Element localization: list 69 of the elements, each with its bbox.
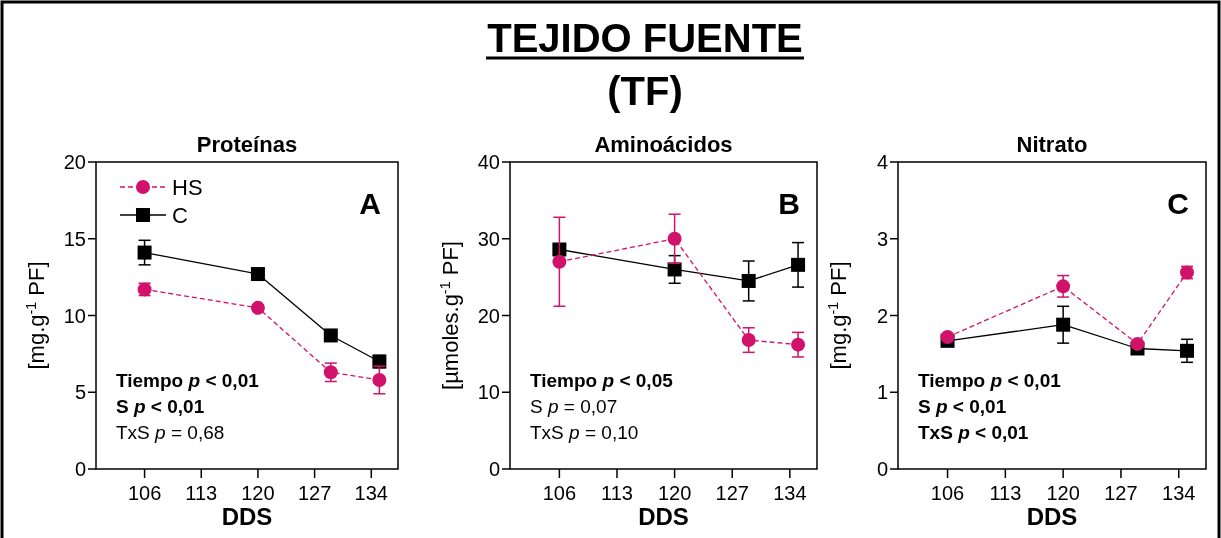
- chart-title: Nitrato: [1016, 132, 1088, 157]
- x-axis-title: DDS: [638, 503, 689, 530]
- y-tick-label: 1: [876, 381, 888, 404]
- point: [667, 262, 682, 277]
- y-tick-label: 0: [488, 458, 500, 480]
- annotation: C: [1167, 187, 1189, 220]
- annotation: S p = 0,07: [530, 396, 618, 417]
- x-tick-label: 134: [1162, 482, 1196, 504]
- point: [940, 329, 955, 344]
- legend-label: HS: [172, 174, 203, 200]
- point: [741, 273, 756, 288]
- x-tick-label: 113: [989, 482, 1022, 504]
- x-tick-label: 120: [241, 482, 275, 504]
- text: TEJIDO FUENTE: [487, 16, 803, 60]
- x-tick-label: 106: [930, 482, 965, 504]
- x-tick-label: 113: [601, 482, 633, 504]
- point: [552, 254, 567, 269]
- annotation: S p < 0,01: [918, 396, 1007, 417]
- point: [323, 328, 338, 343]
- y-tick-label: 10: [477, 381, 500, 404]
- x-tick-label: 113: [185, 482, 218, 504]
- point: [1130, 336, 1145, 351]
- legend-label: C: [172, 202, 188, 228]
- x-tick-label: 134: [354, 482, 388, 504]
- point: [250, 267, 265, 282]
- point: [791, 337, 806, 352]
- x-tick-label: 134: [773, 482, 807, 504]
- annotation: Tiempo p < 0,05: [530, 370, 674, 391]
- y-tick-label: 15: [63, 227, 86, 250]
- chart-title: Proteínas: [196, 132, 298, 157]
- point: [250, 300, 265, 315]
- x-axis-title: DDS: [1026, 503, 1078, 530]
- x-tick-label: 120: [1046, 482, 1080, 504]
- y-tick-label: 40: [477, 151, 500, 173]
- point: [137, 245, 152, 260]
- y-tick-label: 10: [63, 304, 86, 327]
- x-tick-label: 106: [542, 482, 577, 504]
- point: [1180, 343, 1195, 358]
- x-tick-label: 106: [127, 482, 162, 504]
- x-axis-title: DDS: [221, 503, 273, 530]
- x-tick-label: 127: [715, 482, 749, 504]
- point: [1056, 317, 1071, 332]
- annotation: Tiempo p < 0,01: [918, 370, 1062, 391]
- annotation: A: [359, 187, 381, 220]
- y-tick-label: 5: [74, 381, 86, 404]
- y-tick-label: 0: [74, 458, 86, 480]
- point: [791, 257, 806, 272]
- y-tick-label: 20: [477, 304, 500, 327]
- point: [1056, 279, 1071, 294]
- x-tick-label: 120: [657, 482, 692, 504]
- x-tick-label: 127: [1104, 482, 1138, 504]
- chart-title: Aminoácidos: [594, 132, 733, 157]
- y-tick-label: 30: [477, 227, 500, 250]
- annotation: B: [778, 187, 800, 220]
- x-tick-label: 127: [297, 482, 332, 504]
- y-tick-label: 0: [876, 458, 888, 480]
- point: [741, 333, 756, 348]
- y-tick-label: 2: [876, 304, 888, 327]
- y-tick-label: 3: [876, 227, 888, 250]
- annotation: TxS p = 0,68: [116, 422, 225, 443]
- annotation: Tiempo p < 0,01: [116, 370, 260, 391]
- annotation: S p < 0,01: [116, 396, 205, 417]
- point: [667, 231, 682, 246]
- point: [372, 372, 387, 387]
- y-tick-label: 4: [876, 151, 888, 173]
- annotation: TxS p < 0,01: [918, 422, 1029, 443]
- y-tick-label: 20: [63, 151, 86, 173]
- text: (TF): [607, 69, 683, 113]
- annotation: TxS p = 0,10: [530, 422, 639, 443]
